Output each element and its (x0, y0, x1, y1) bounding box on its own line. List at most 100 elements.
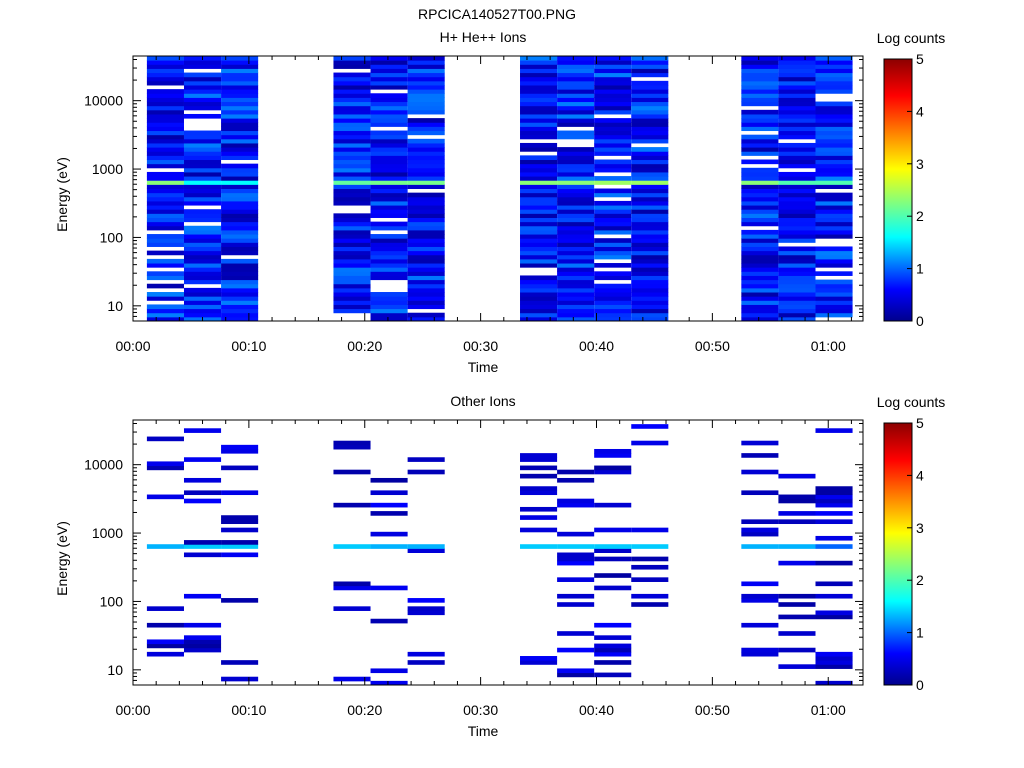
heatmap-cell (557, 159, 595, 165)
heatmap-cell (778, 60, 816, 65)
heatmap-cell (557, 188, 595, 194)
heatmap-cell (183, 138, 222, 144)
heatmap-cell (333, 184, 371, 189)
heatmap-cell (741, 440, 779, 446)
heatmap-cell (631, 68, 669, 74)
heatmap-cell (594, 89, 632, 94)
heatmap-cell (370, 171, 408, 177)
heatmap-cell (778, 296, 816, 301)
heatmap-cell (631, 105, 669, 111)
heatmap-cell (221, 68, 259, 74)
heatmap-cell (594, 105, 632, 111)
heatmap-cell (594, 192, 632, 198)
heatmap-cell (631, 238, 669, 243)
heatmap-cell (520, 176, 558, 181)
x-tick-label: 00:10 (231, 338, 266, 354)
heatmap-cell (594, 138, 632, 144)
heatmap-cell (221, 60, 259, 65)
heatmap-cell (594, 64, 632, 69)
heatmap-cell (407, 163, 445, 169)
heatmap-cell (520, 213, 558, 218)
heatmap-cell (146, 188, 184, 194)
heatmap-cell (557, 76, 595, 82)
heatmap-cell (557, 531, 595, 537)
heatmap-cell (370, 271, 408, 276)
heatmap-cell (557, 246, 595, 252)
heatmap-cell (183, 196, 222, 202)
heatmap-cell (631, 163, 669, 169)
heatmap-cell (741, 205, 779, 210)
heatmap-cell (146, 271, 184, 276)
heatmap-cell (183, 229, 222, 235)
heatmap-cell (370, 308, 408, 314)
heatmap-cell (370, 84, 408, 90)
heatmap-cell (407, 184, 445, 189)
heatmap-cell (815, 142, 853, 148)
heatmap-cell (631, 287, 669, 293)
heatmap-cell (815, 126, 853, 132)
heatmap-cell (183, 254, 222, 260)
heatmap-cell (333, 167, 371, 173)
x-tick-label: 00:50 (695, 702, 730, 718)
heatmap-cell (146, 200, 184, 206)
heatmap-cell (520, 89, 558, 94)
heatmap-cell (146, 142, 184, 148)
heatmap-cell (815, 171, 853, 177)
heatmap-cell (557, 238, 595, 243)
heatmap-cell (370, 668, 408, 674)
heatmap-cell (221, 300, 259, 305)
heatmap-cell (333, 581, 371, 587)
heatmap-cell (370, 585, 408, 591)
heatmap-cell (183, 159, 222, 165)
heatmap-cell (183, 60, 222, 65)
heatmap-cell (333, 242, 371, 247)
heatmap-cell (631, 593, 669, 599)
heatmap-cell (370, 159, 408, 165)
heatmap-cell (407, 126, 445, 132)
heatmap-cell (778, 263, 816, 268)
heatmap-cell (221, 308, 259, 314)
colorbar-tick-label: 5 (916, 415, 924, 431)
heatmap-cell (815, 68, 853, 74)
heatmap-cell (741, 167, 779, 173)
heatmap-cell (778, 267, 816, 272)
heatmap-cell (557, 316, 595, 322)
heatmap-cell (370, 304, 408, 310)
heatmap-cell (221, 97, 259, 103)
heatmap-cell (183, 490, 222, 496)
heatmap-cell (631, 134, 669, 140)
heatmap-cell (741, 180, 779, 185)
heatmap-cell (741, 109, 779, 115)
heatmap-cell (407, 138, 445, 144)
heatmap-cell (778, 316, 816, 322)
colorbar-label: Log counts (877, 394, 946, 410)
heatmap-cell (631, 304, 669, 310)
heatmap-cell (778, 163, 816, 169)
heatmap-cell (333, 304, 371, 310)
heatmap-cell (183, 105, 222, 111)
heatmap-cell (741, 217, 779, 223)
heatmap-cell (778, 142, 816, 148)
heatmap-cell (146, 263, 184, 268)
heatmap-cell (520, 188, 558, 194)
heatmap-cell (333, 234, 371, 239)
heatmap-cell (631, 64, 669, 69)
heatmap-cell (221, 209, 259, 214)
heatmap-cell (815, 498, 853, 504)
heatmap-cell (778, 101, 816, 107)
heatmap-cell (741, 283, 779, 289)
heatmap-cell (557, 593, 595, 599)
heatmap-cell (557, 213, 595, 218)
heatmap-cell (741, 84, 779, 90)
heatmap-cell (370, 254, 408, 260)
heatmap-cell (631, 180, 669, 185)
heatmap-cell (407, 221, 445, 227)
heatmap-cell (594, 556, 632, 562)
heatmap-cell (221, 93, 259, 98)
heatmap-cell (557, 556, 595, 562)
colorbar-tick-label: 3 (916, 520, 924, 536)
heatmap-cell (333, 300, 371, 305)
heatmap-cell (333, 221, 371, 227)
heatmap-cell (778, 283, 816, 289)
heatmap-cell (741, 531, 779, 537)
